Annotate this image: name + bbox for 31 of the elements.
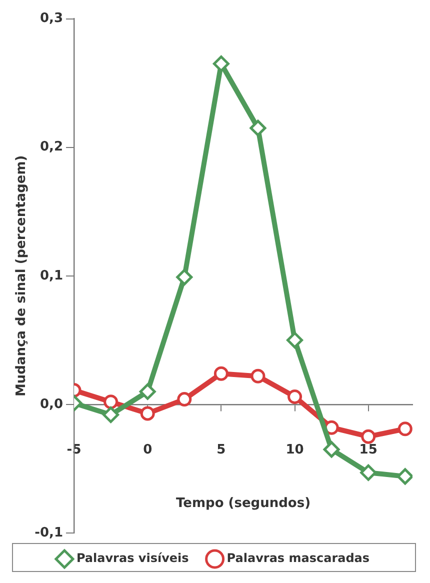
point	[324, 420, 339, 435]
point	[212, 56, 230, 72]
point	[396, 468, 412, 485]
point	[250, 120, 266, 136]
point	[286, 332, 304, 348]
x-tick-label: 10	[286, 442, 304, 458]
legend-label: Palavras mascaradas	[226, 551, 370, 566]
y-axis-title: Mudança de sinal (percentagem)	[14, 155, 30, 397]
point	[288, 389, 302, 404]
point	[250, 368, 266, 384]
point	[323, 441, 340, 458]
x-tick-label: 5	[216, 442, 226, 458]
y-tick-label: 0,2	[40, 140, 64, 155]
point	[214, 366, 228, 381]
x-axis-title: Tempo (segundos)	[176, 496, 311, 512]
point	[104, 394, 118, 410]
point	[139, 383, 156, 400]
x-tick-label: 15	[359, 442, 378, 458]
point	[177, 392, 192, 407]
point	[176, 268, 193, 286]
point	[102, 406, 120, 423]
y-tick-label: -0,1	[34, 525, 64, 540]
y-tick-label: 0,0	[40, 396, 64, 412]
point	[398, 422, 412, 436]
y-tick-label: 0,1	[40, 268, 64, 284]
point	[361, 429, 376, 444]
y-tick-label: 0,3	[40, 11, 64, 26]
x-tick-label: 0	[143, 442, 152, 458]
point	[360, 464, 377, 481]
point	[140, 406, 155, 421]
legend-label: Palavras visíveis	[76, 551, 189, 566]
